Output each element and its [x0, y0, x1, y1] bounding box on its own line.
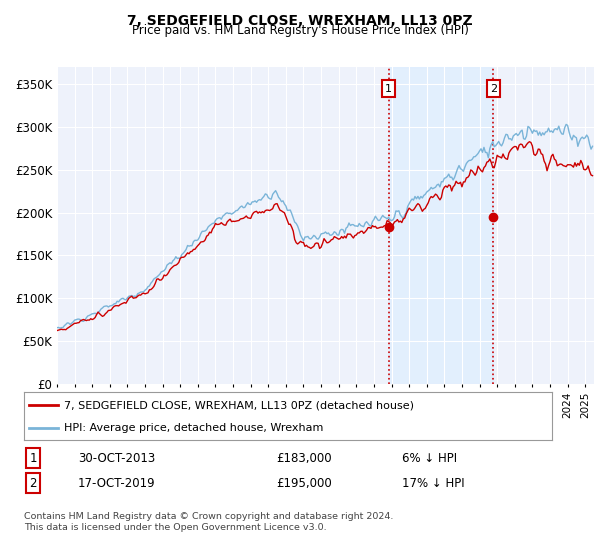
Text: £195,000: £195,000: [276, 477, 332, 490]
Text: Contains HM Land Registry data © Crown copyright and database right 2024.
This d: Contains HM Land Registry data © Crown c…: [24, 512, 394, 532]
Text: 17% ↓ HPI: 17% ↓ HPI: [402, 477, 464, 490]
Text: HPI: Average price, detached house, Wrexham: HPI: Average price, detached house, Wrex…: [64, 423, 323, 433]
Text: 1: 1: [29, 451, 37, 465]
Bar: [389, 67, 493, 384]
Text: 17-OCT-2019: 17-OCT-2019: [78, 477, 155, 490]
Text: 2: 2: [29, 477, 37, 490]
Text: 1: 1: [385, 83, 392, 94]
Text: 7, SEDGEFIELD CLOSE, WREXHAM, LL13 0PZ (detached house): 7, SEDGEFIELD CLOSE, WREXHAM, LL13 0PZ (…: [64, 400, 413, 410]
Text: 30-OCT-2013: 30-OCT-2013: [78, 451, 155, 465]
Text: 7, SEDGEFIELD CLOSE, WREXHAM, LL13 0PZ: 7, SEDGEFIELD CLOSE, WREXHAM, LL13 0PZ: [127, 14, 473, 28]
Text: 2: 2: [490, 83, 497, 94]
Text: £183,000: £183,000: [276, 451, 332, 465]
Text: Price paid vs. HM Land Registry's House Price Index (HPI): Price paid vs. HM Land Registry's House …: [131, 24, 469, 37]
Text: 6% ↓ HPI: 6% ↓ HPI: [402, 451, 457, 465]
